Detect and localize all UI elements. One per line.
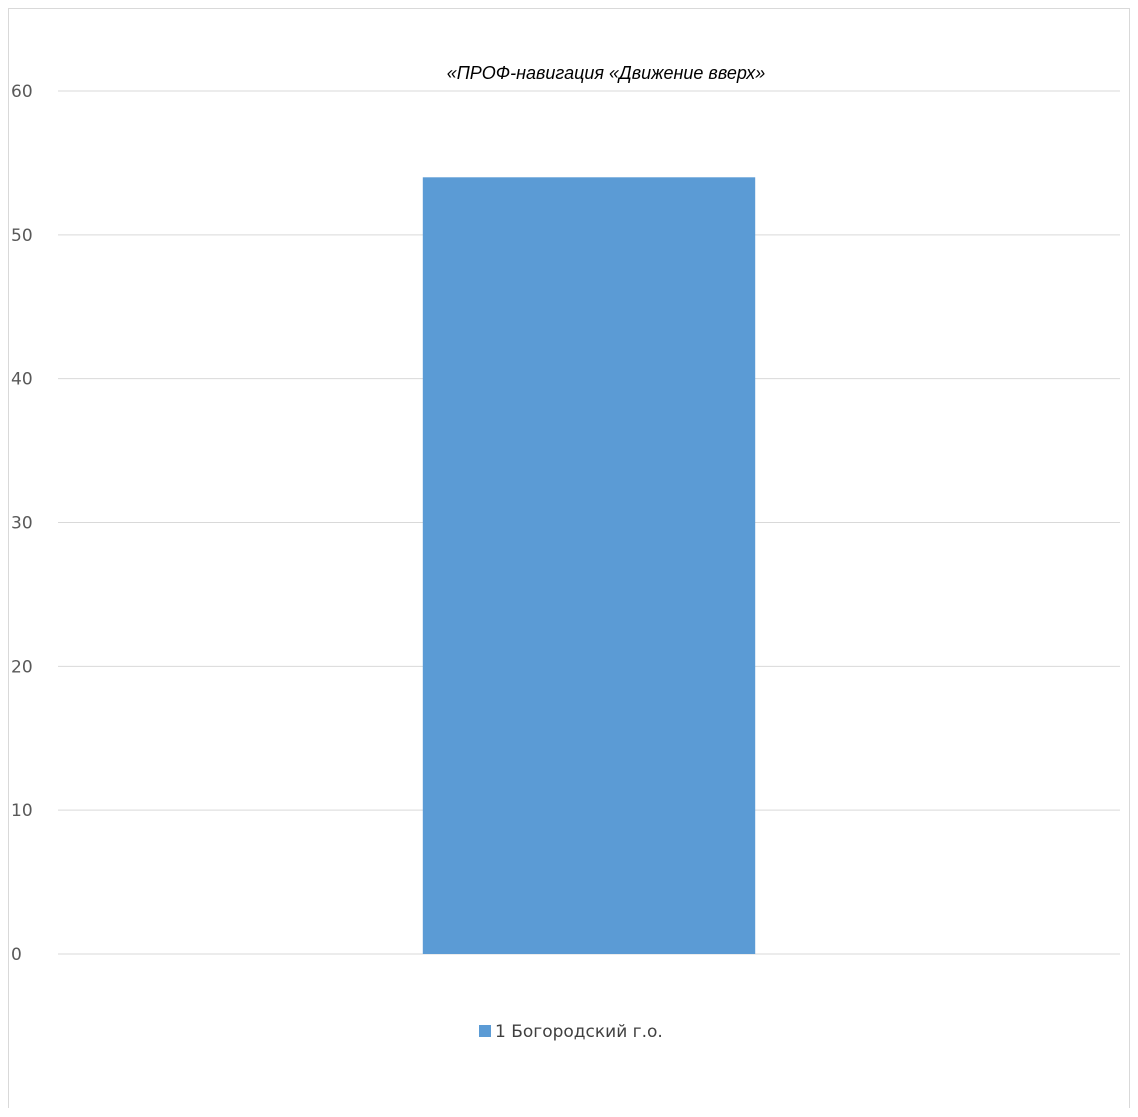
legend-item: 1 Богородский г.о. [479, 1022, 663, 1042]
y-tick-label: 20 [11, 657, 33, 677]
y-tick-label: 0 [11, 945, 22, 965]
y-axis-tick-labels: 0 10 20 30 40 50 60 [11, 82, 33, 965]
y-tick-label: 50 [11, 226, 33, 246]
chart-title: «ПРОФ-навигация «Движение вверх» [447, 63, 766, 83]
y-tick-label: 10 [11, 801, 33, 821]
y-tick-label: 40 [11, 370, 33, 390]
bar [422, 177, 756, 955]
legend-swatch [479, 1025, 491, 1037]
chart-frame [8, 8, 1130, 1108]
legend: 1 Богородский г.о. [479, 1022, 663, 1042]
y-tick-label: 60 [11, 82, 33, 102]
y-tick-label: 30 [11, 514, 33, 534]
legend-label: 1 Богородский г.о. [495, 1022, 663, 1042]
bars [422, 177, 756, 955]
